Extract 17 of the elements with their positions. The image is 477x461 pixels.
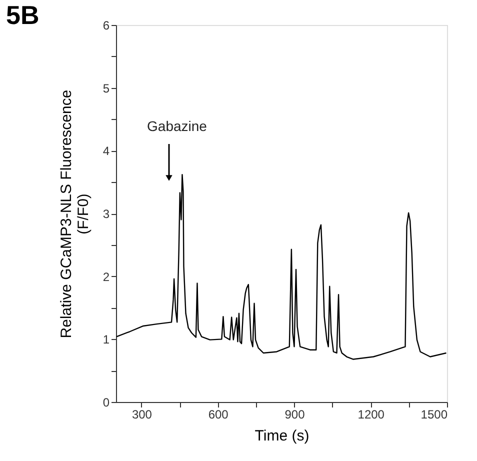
annotation: Gabazine <box>147 118 208 134</box>
x-tick-label: 600 <box>208 408 229 422</box>
x-tick-label: 1500 <box>420 408 448 422</box>
y-tick-label: 4 <box>102 144 110 158</box>
y-axis-title: Relative GCaMP3-NLS Fluorescence (F/F0) <box>58 90 92 338</box>
y-tick-label: 0 <box>102 396 110 410</box>
y-tick-label: 5 <box>102 81 110 96</box>
y-tick-label: 1 <box>102 332 110 347</box>
y-tick-label: 6 <box>102 18 110 32</box>
y-tick-label: 2 <box>102 270 110 284</box>
x-axis-title: Time (s) <box>254 428 310 444</box>
line-series <box>116 174 447 360</box>
x-tick-label: 300 <box>132 408 152 422</box>
text: 5B <box>6 0 40 30</box>
x-tick-label: 1200 <box>358 408 385 422</box>
y-tick-label: 3 <box>102 207 110 221</box>
x-tick-label: 900 <box>284 408 306 422</box>
